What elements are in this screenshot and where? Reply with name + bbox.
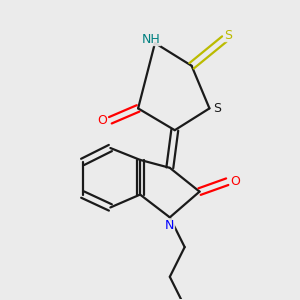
Text: N: N	[165, 219, 175, 232]
Text: O: O	[230, 175, 240, 188]
Text: O: O	[98, 114, 107, 127]
Text: S: S	[213, 102, 221, 115]
Text: NH: NH	[142, 32, 160, 46]
Text: S: S	[224, 28, 232, 42]
